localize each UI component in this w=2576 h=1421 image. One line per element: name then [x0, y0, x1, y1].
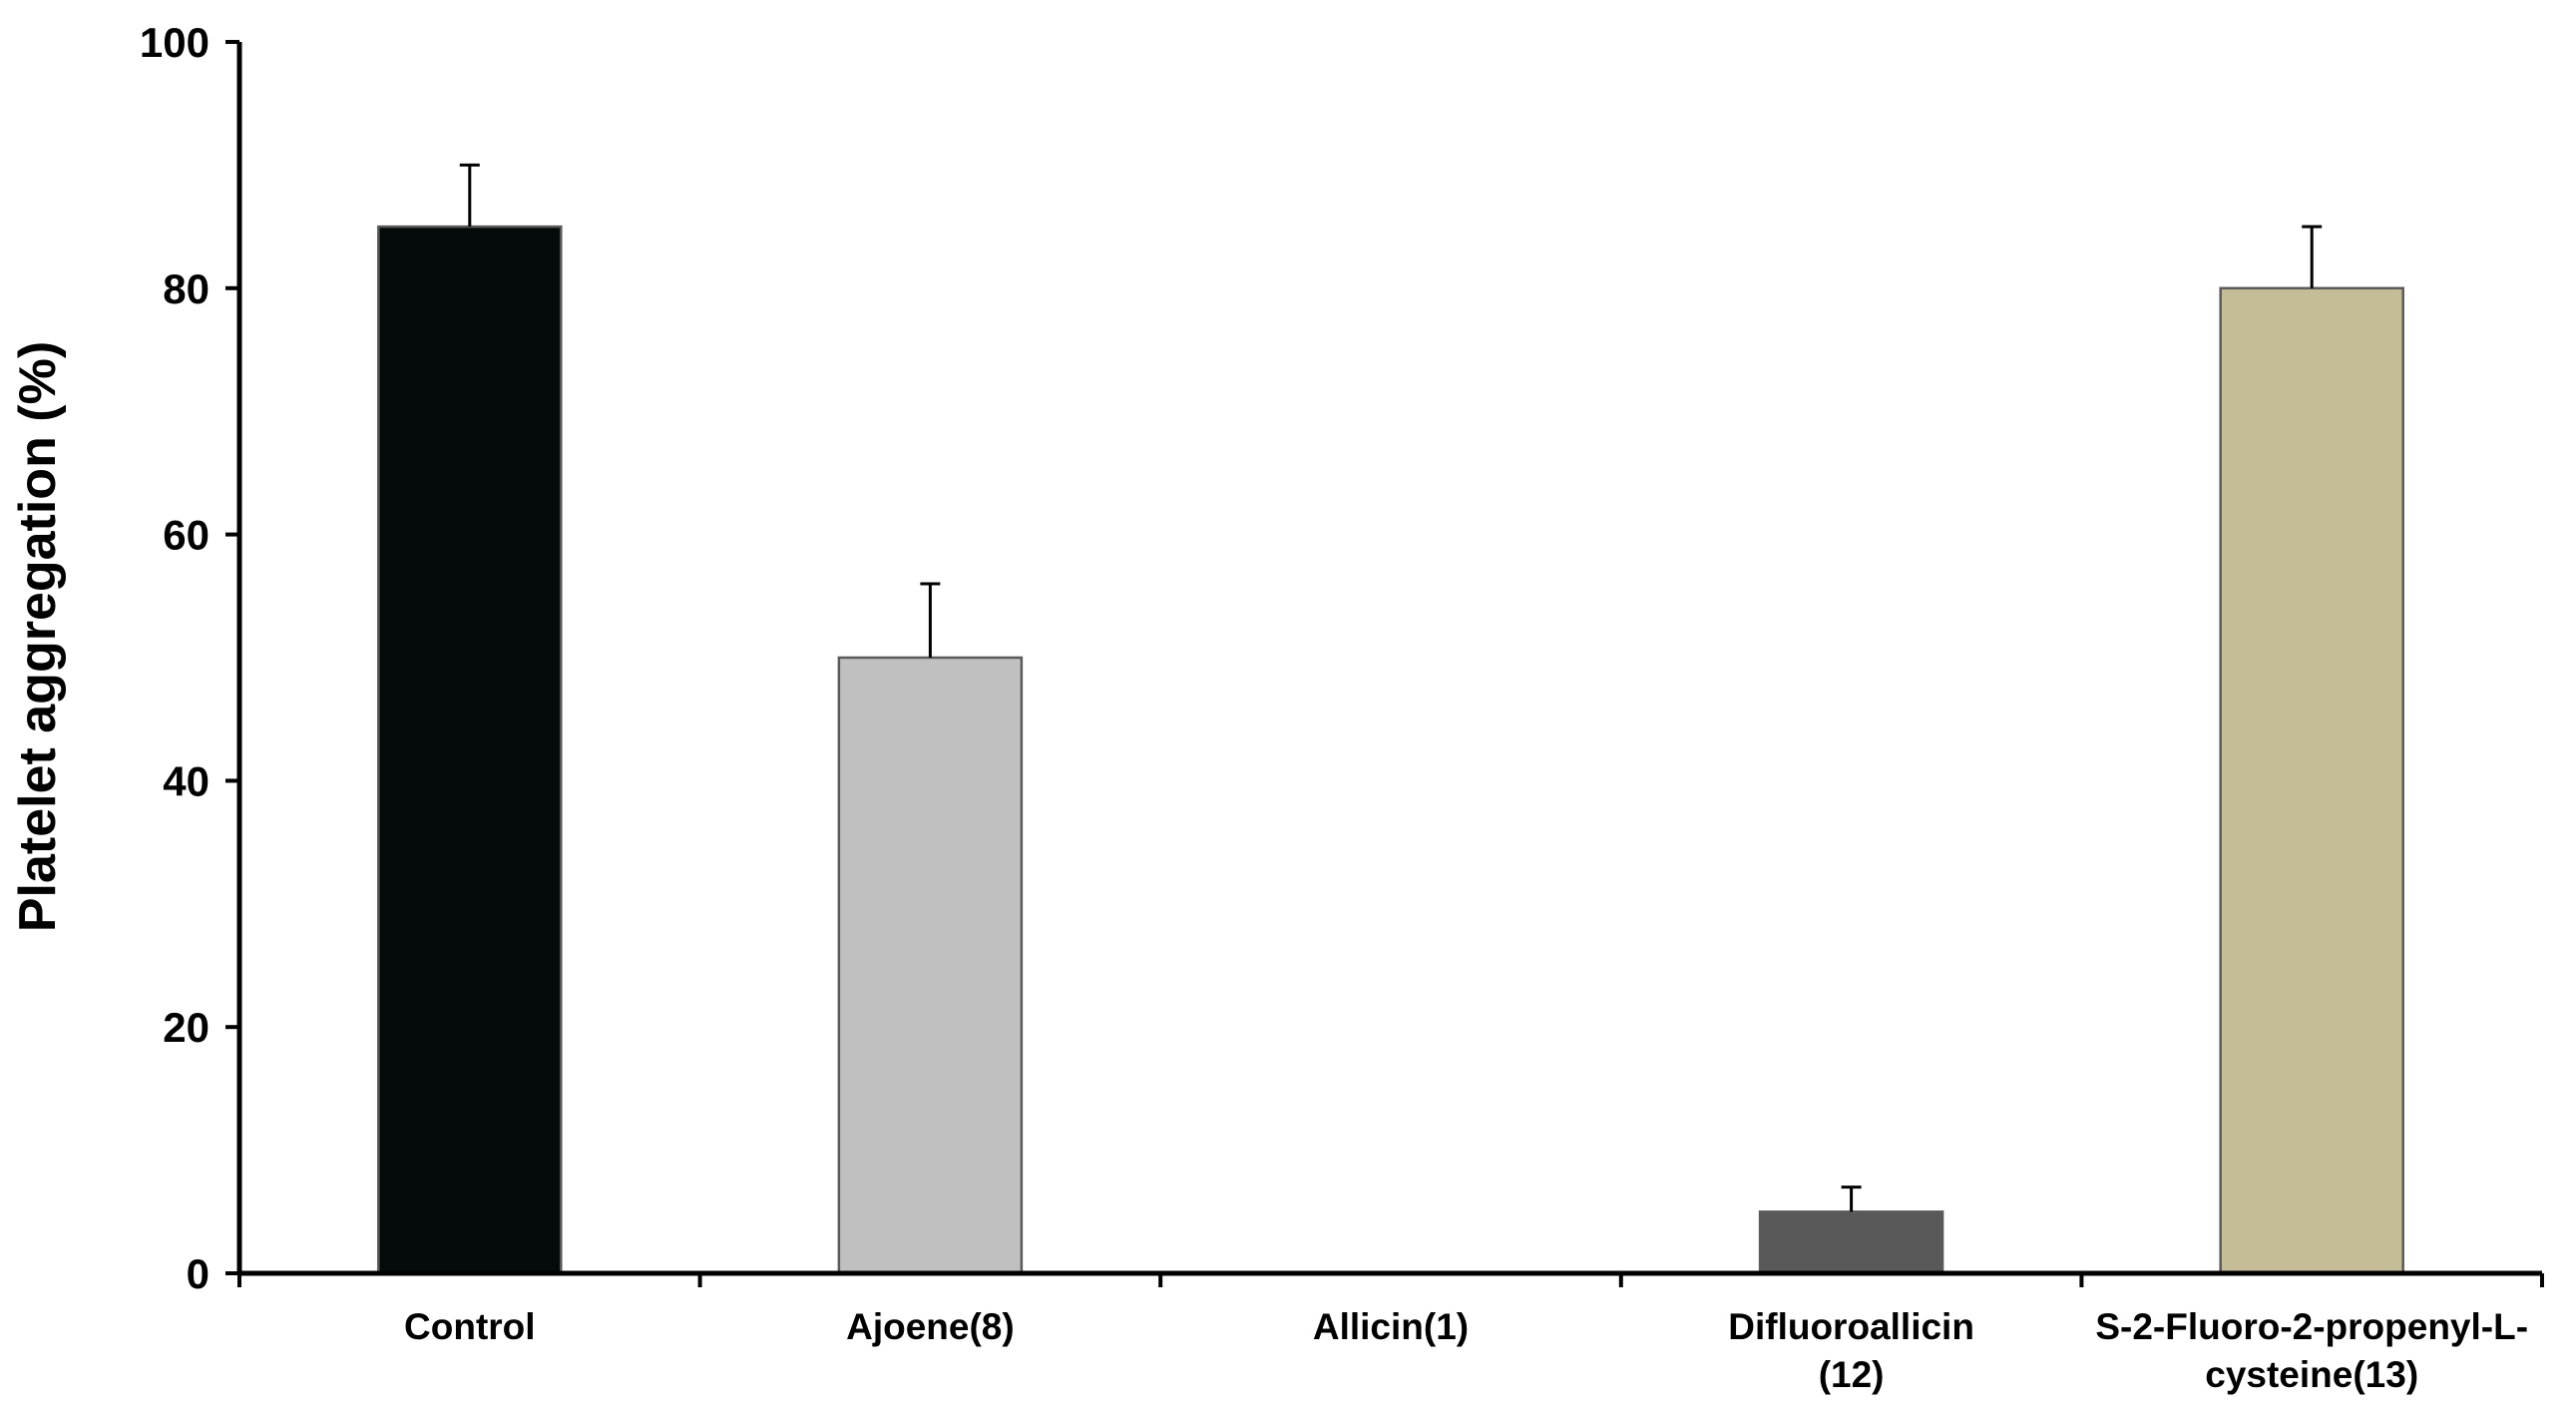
category-label-2: Allicin(1) [1313, 1306, 1469, 1347]
bar-1 [837, 656, 1024, 1275]
y-tick-label-0: 0 [187, 1250, 210, 1297]
axes-layer [236, 42, 2542, 1276]
ticks-layer: 0 20 40 60 80 100 [140, 19, 2544, 1297]
y-tick-label-20: 20 [163, 1004, 210, 1051]
category-label-0: Control [404, 1306, 536, 1347]
category-label-4-line-1: cysteine(13) [2205, 1354, 2418, 1395]
category-label-4-line-0: S-2-Fluoro-2-propenyl-L- [2095, 1306, 2528, 1347]
y-tick-label-80: 80 [163, 265, 210, 312]
error-bars-layer [459, 163, 2323, 1212]
bar-0 [377, 225, 563, 1275]
y-tick-label-40: 40 [163, 757, 210, 804]
category-label-3-line-0: Difluoroallicin [1728, 1306, 1974, 1347]
bar-3 [1758, 1210, 1944, 1275]
bars-layer [377, 225, 2404, 1275]
category-label-1: Ajoene(8) [846, 1306, 1015, 1347]
y-axis-label: Platelet aggregation (%) [9, 341, 67, 932]
y-tick-label-60: 60 [163, 512, 210, 559]
bar-4 [2219, 286, 2404, 1275]
labels-layer: Control Ajoene(8) Allicin(1) Difluoroallici… [404, 1306, 2528, 1395]
y-tick-label-100: 100 [140, 19, 210, 66]
category-label-3-line-1: (12) [1819, 1354, 1885, 1395]
